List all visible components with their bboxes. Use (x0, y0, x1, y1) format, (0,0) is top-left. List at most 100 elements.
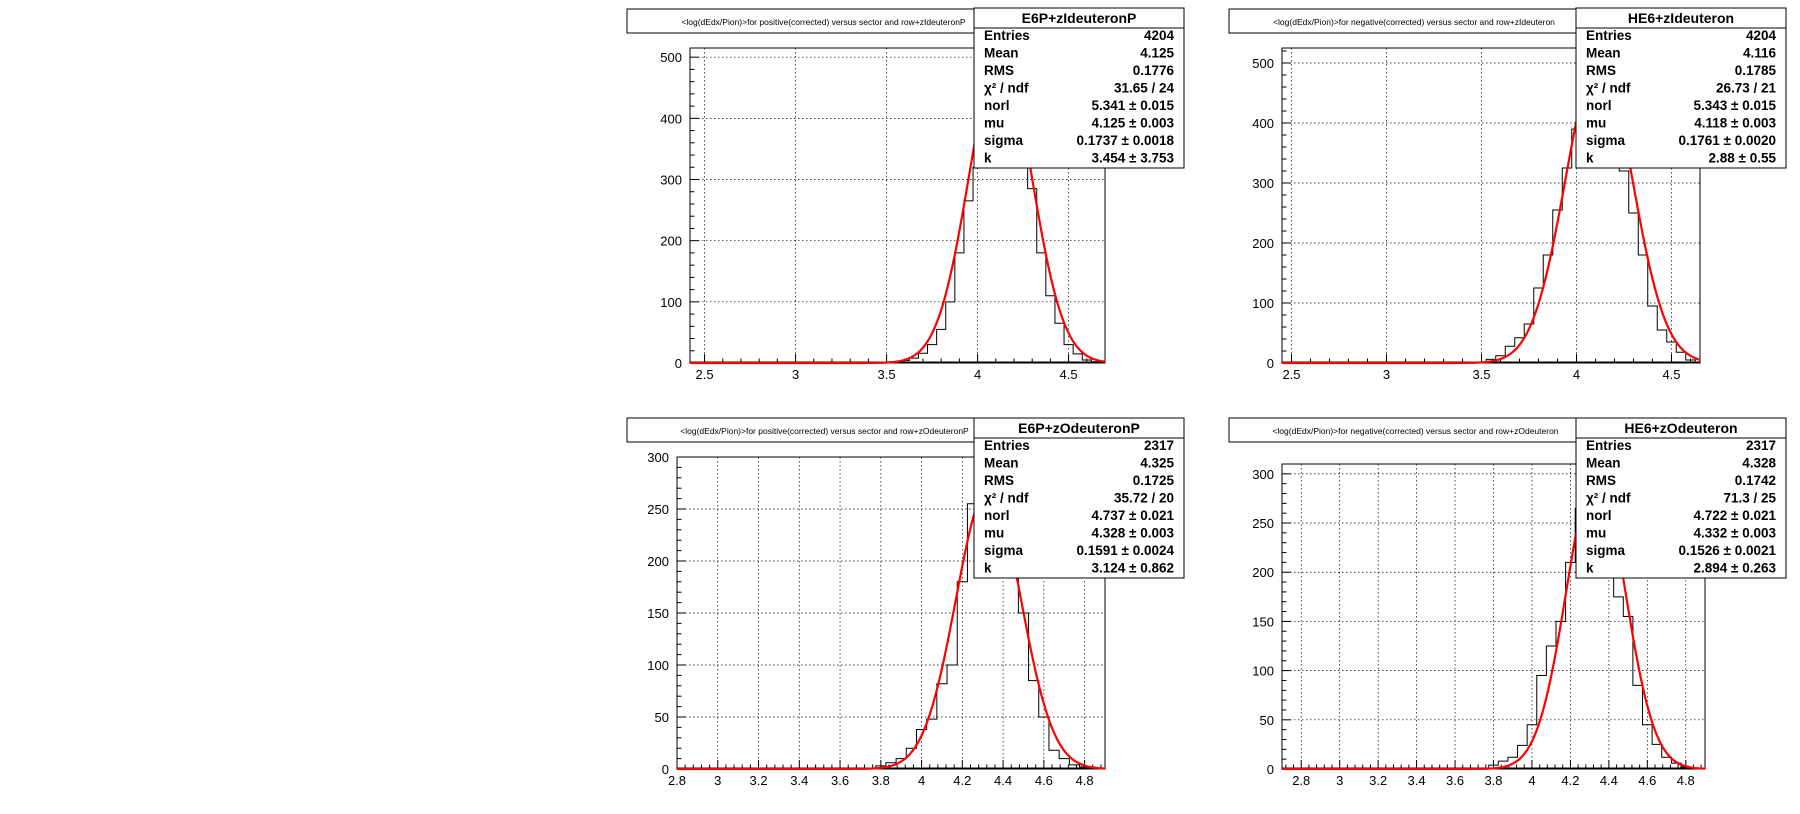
stats-label: χ² / ndf (1586, 491, 1631, 506)
histogram-bin (1537, 676, 1547, 769)
y-tick-label: 200 (1252, 236, 1274, 251)
stats-value: 5.343 ± 0.015 (1694, 98, 1777, 113)
stats-value: 4.737 ± 0.021 (1092, 508, 1175, 523)
stats-label: norl (984, 508, 1010, 523)
y-tick-label: 300 (647, 450, 669, 465)
y-tick-label: 300 (1252, 467, 1274, 482)
y-tick-label: 400 (1252, 116, 1274, 131)
x-tick-label: 4.4 (994, 773, 1012, 788)
histogram-bin (1623, 617, 1633, 770)
y-tick-label: 500 (660, 50, 682, 65)
stats-label: k (1586, 561, 1594, 576)
histogram-bin (1046, 296, 1055, 363)
histogram-bin (1037, 253, 1046, 363)
y-tick-label: 200 (660, 234, 682, 249)
stats-label: sigma (984, 133, 1024, 148)
stats-value: 2317 (1746, 438, 1776, 453)
stats-label: norl (1586, 508, 1612, 523)
stats-value: 31.65 / 24 (1114, 81, 1175, 96)
stats-value: 4.328 ± 0.003 (1092, 526, 1175, 541)
fit-curve (677, 487, 1106, 771)
stats-label: norl (984, 98, 1010, 113)
histogram-bin (1638, 255, 1648, 363)
stats-value: 4204 (1746, 28, 1777, 43)
histogram-bin (1562, 168, 1572, 363)
chart-panel-2: 2.5 3 3.5 4 4.5 0 100 200 300 400 500 <log(dEdx/Pio… (1228, 7, 1787, 382)
y-tick-label: 0 (1267, 356, 1274, 371)
stats-box (1575, 417, 1787, 579)
title-box (626, 8, 1021, 34)
x-tick-label: 3.5 (1472, 367, 1490, 382)
stats-label: sigma (984, 543, 1024, 558)
stats-label: χ² / ndf (1586, 81, 1631, 96)
stats-label: sigma (1586, 543, 1626, 558)
y-tick-label: 200 (1252, 565, 1274, 580)
x-tick-label: 3.8 (872, 773, 890, 788)
histogram-bin (1619, 171, 1629, 363)
x-tick-label: 4.4 (1600, 773, 1618, 788)
stats-value: 2317 (1144, 438, 1174, 453)
histogram-bin (937, 329, 946, 363)
x-tick-label: 3.6 (831, 773, 849, 788)
y-tick-label: 50 (1260, 713, 1274, 728)
stats-value: 3.124 ± 0.862 (1092, 561, 1174, 576)
y-tick-label: 50 (655, 710, 669, 725)
stats-value: 0.1591 ± 0.0024 (1077, 543, 1175, 558)
histogram-bin (1553, 210, 1563, 363)
chart-title: <log(dEdx/Pion)>for negative(corrected) … (1273, 17, 1555, 27)
y-tick-label: 250 (647, 502, 669, 517)
y-tick-label: 100 (647, 658, 669, 673)
stats-value: 4.116 (1743, 46, 1777, 61)
x-tick-label: 4 (974, 367, 981, 382)
stats-label: Mean (984, 46, 1019, 61)
stats-label: RMS (1586, 473, 1616, 488)
histogram-bin (1055, 323, 1064, 363)
stats-title: E6P+zOdeuteronP (1018, 420, 1140, 436)
x-tick-label: 3 (1336, 773, 1343, 788)
stats-value: 0.1737 ± 0.0018 (1077, 133, 1175, 148)
stats-label: Entries (1586, 28, 1632, 43)
x-tick-label: 2.5 (696, 367, 714, 382)
chart-title: <log(dEdx/Pion)>for positive(corrected) … (681, 17, 966, 27)
stats-value: 0.1761 ± 0.0020 (1679, 133, 1777, 148)
y-tick-label: 100 (1252, 296, 1274, 311)
stats-label: sigma (1586, 133, 1626, 148)
x-tick-label: 4.2 (1561, 773, 1579, 788)
stats-value: 4.328 (1742, 456, 1776, 471)
chart-panel-3: 2.8 3 3.2 3.4 3.6 3.8 4 4.2 4.4 4.6 4.8 0 50 100 150 20… (626, 417, 1185, 788)
x-tick-label: 3 (1383, 367, 1390, 382)
histogram-bin (1633, 685, 1643, 769)
x-tick-label: 4.6 (1035, 773, 1053, 788)
histogram-bin (1028, 189, 1037, 363)
stats-label: Mean (984, 456, 1019, 471)
stats-value: 0.1725 (1133, 473, 1175, 488)
y-tick-label: 300 (660, 173, 682, 188)
x-tick-label: 4.5 (1060, 367, 1078, 382)
stats-value: 71.3 / 25 (1723, 491, 1776, 506)
histogram-bin (1059, 759, 1069, 769)
x-tick-label: 2.5 (1282, 367, 1300, 382)
histogram-bin (947, 665, 957, 769)
stats-label: k (1586, 151, 1594, 166)
x-tick-label: 4 (1528, 773, 1535, 788)
x-tick-label: 4.2 (953, 773, 971, 788)
stats-value: 4.332 ± 0.003 (1694, 526, 1777, 541)
histogram-bin (1614, 597, 1624, 769)
x-tick-label: 4 (1573, 367, 1580, 382)
stats-label: χ² / ndf (984, 81, 1029, 96)
stats-label: k (984, 561, 992, 576)
chart-title: <log(dEdx/Pion)>for positive(corrected) … (680, 426, 969, 436)
fit-curve (1282, 472, 1706, 771)
x-tick-label: 2.8 (1292, 773, 1310, 788)
histogram-bin (1648, 306, 1658, 363)
y-tick-label: 250 (1252, 516, 1274, 531)
stats-value: 4.325 (1140, 456, 1174, 471)
stats-value: 4204 (1144, 28, 1175, 43)
stats-label: norl (1586, 98, 1612, 113)
stats-value: 4.118 ± 0.003 (1694, 116, 1776, 131)
plot-frame (689, 47, 1106, 364)
histogram-bin (1676, 352, 1686, 363)
x-tick-label: 3.6 (1446, 773, 1464, 788)
stats-label: k (984, 151, 992, 166)
stats-value: 3.454 ± 3.753 (1092, 151, 1175, 166)
